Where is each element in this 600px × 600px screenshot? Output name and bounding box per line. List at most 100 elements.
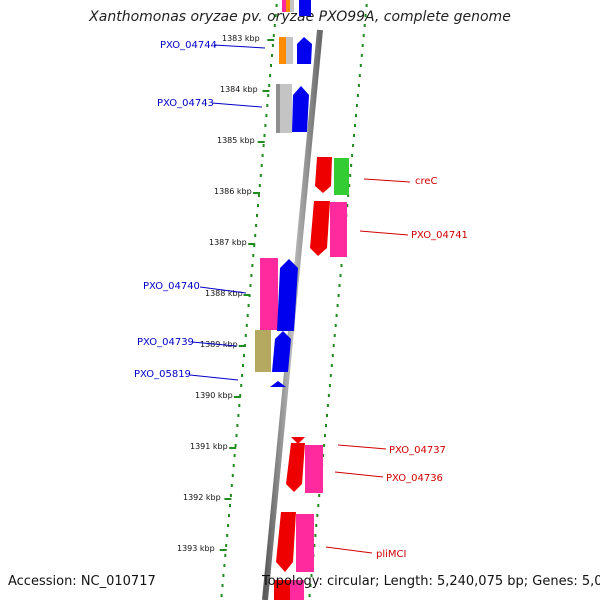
major-tick-1391 — [229, 447, 237, 449]
gene-top-orange[interactable] — [286, 0, 290, 12]
outer-tick-ring-dot — [313, 544, 316, 547]
gene-top-blue[interactable] — [299, 0, 311, 16]
gene-pxo-04736[interactable] — [305, 445, 323, 493]
inner-tick-ring-dot — [256, 214, 258, 217]
outer-tick-ring-dot — [363, 24, 366, 27]
gene-pxo-04740-blue[interactable] — [277, 259, 298, 331]
outer-tick-ring-dot — [310, 574, 313, 577]
outer-tick-ring-dot — [323, 444, 326, 447]
outer-tick-ring-dot — [314, 534, 317, 537]
inner-tick-ring-dot — [271, 54, 273, 57]
outer-tick-ring-dot — [332, 344, 335, 347]
outer-tick-ring-dot — [359, 64, 362, 67]
gene-plimci-red[interactable] — [276, 512, 296, 572]
gene-pxo-04741-red[interactable] — [310, 201, 330, 256]
gene-pxo-05819[interactable] — [270, 381, 286, 387]
gene-label-pxo-04744[interactable]: PXO_04744 — [160, 40, 217, 51]
outer-tick-ring-dot — [318, 494, 321, 497]
inner-tick-ring-dot — [243, 354, 245, 357]
inner-tick-ring-dot — [251, 264, 254, 267]
gene-pxo-04740[interactable] — [260, 258, 278, 330]
kbp-label-1393: 1393 kbp — [177, 544, 215, 553]
gene-pxo-04744-b[interactable] — [286, 37, 293, 64]
gene-label-pxo-04737[interactable]: PXO_04737 — [389, 445, 446, 456]
gene-pxo-04737[interactable] — [286, 443, 305, 492]
inner-tick-ring-dot — [237, 414, 240, 417]
gene-label-pxo-04743[interactable]: PXO_04743 — [157, 98, 214, 109]
inner-tick-ring-dot — [241, 374, 244, 377]
gene-pxo-04743-shade — [276, 84, 280, 133]
gene-crec-red[interactable] — [315, 157, 332, 193]
gene-top-pink[interactable] — [282, 0, 286, 12]
gene-label-crec[interactable]: creC — [415, 176, 438, 187]
gene-pxo-04741-pink[interactable] — [330, 202, 347, 257]
gene-label-pxo-04739[interactable]: PXO_04739 — [137, 337, 194, 348]
outer-tick-ring-dot — [317, 504, 320, 507]
outer-tick-ring-dot — [351, 154, 354, 157]
inner-tick-ring-dot — [262, 144, 265, 147]
outer-tick-ring-dot — [335, 314, 338, 317]
gene-pxo-04744-c[interactable] — [297, 37, 312, 64]
gene-crec-green[interactable] — [334, 158, 349, 195]
outer-tick-ring-dot — [352, 144, 355, 147]
outer-tick-ring-dot — [331, 354, 334, 357]
inner-tick-ring-dot — [253, 244, 256, 247]
inner-tick-ring-dot — [222, 574, 225, 577]
inner-tick-ring-dot — [274, 14, 277, 17]
major-tick-1385 — [257, 141, 265, 143]
inner-tick-ring-dot — [263, 134, 266, 137]
gene-pxo-04737-arrow[interactable] — [291, 437, 305, 444]
gene-label-pxo-04741[interactable]: PXO_04741 — [411, 230, 468, 241]
inner-tick-ring-dot — [232, 464, 235, 467]
outer-tick-ring-dot — [358, 74, 361, 77]
inner-tick-ring-dot — [271, 44, 274, 47]
gene-pxo-04739-blue[interactable] — [272, 331, 291, 372]
outer-tick-ring-dot — [325, 424, 327, 427]
inner-tick-ring-dot — [225, 544, 228, 547]
outer-tick-ring-dot — [360, 54, 363, 57]
inner-tick-ring-dot — [258, 184, 261, 187]
outer-tick-ring-dot — [365, 4, 368, 7]
inner-tick-ring-dot — [234, 444, 237, 447]
kbp-label-1386: 1386 kbp — [214, 187, 252, 196]
inner-tick-ring-dot — [221, 584, 224, 587]
gene-pxo-04744-a[interactable] — [279, 37, 286, 64]
inner-tick-ring-dot — [264, 124, 267, 127]
genome-title: Xanthomonas oryzae pv. oryzae PXO99A, co… — [89, 9, 511, 25]
kbp-label-1391: 1391 kbp — [190, 442, 228, 451]
outer-tick-ring-dot — [350, 164, 353, 167]
gene-label-pxo-04740[interactable]: PXO_04740 — [143, 281, 200, 292]
gene-bottom-pink[interactable] — [290, 580, 304, 600]
inner-tick-ring-dot — [238, 404, 241, 407]
outer-tick-ring-dot — [364, 14, 367, 17]
inner-tick-ring-dot — [250, 274, 253, 277]
outer-tick-ring-dot — [347, 194, 350, 197]
inner-tick-ring-dot — [269, 74, 272, 77]
inner-tick-ring-dot — [229, 494, 232, 497]
inner-tick-ring-dot — [267, 94, 270, 97]
gene-label-plimci[interactable]: pliMCI — [376, 549, 406, 560]
inner-tick-ring-dot — [244, 334, 247, 337]
gene-top-gray[interactable] — [290, 0, 294, 12]
leader-lines — [189, 44, 411, 554]
kbp-label-1390: 1390 kbp — [195, 391, 233, 400]
kbp-label-1392: 1392 kbp — [183, 493, 221, 502]
inner-tick-ring-dot — [246, 314, 249, 317]
inner-tick-ring-dot — [245, 324, 248, 327]
outer-tick-ring-dot — [330, 364, 333, 367]
outer-tick-ring-dot — [327, 394, 330, 397]
major-tick-1389 — [238, 345, 246, 347]
gene-bottom-red[interactable] — [274, 580, 290, 600]
inner-tick-ring-dot — [235, 434, 238, 437]
inner-tick-ring-dot — [273, 24, 276, 27]
inner-tick-ring-dot — [268, 84, 271, 87]
major-tick-1392 — [224, 498, 232, 500]
gene-label-pxo-04736[interactable]: PXO_04736 — [386, 473, 443, 484]
gene-label-pxo-05819[interactable]: PXO_05819 — [134, 369, 191, 380]
inner-tick-ring-dot — [261, 154, 264, 157]
gene-plimci-pink[interactable] — [296, 514, 314, 572]
inner-tick-ring-dot — [247, 304, 250, 307]
gene-pxo-04743-blue[interactable] — [292, 86, 309, 132]
gene-pxo-04739[interactable] — [255, 330, 271, 372]
left-track-genes — [255, 0, 312, 387]
